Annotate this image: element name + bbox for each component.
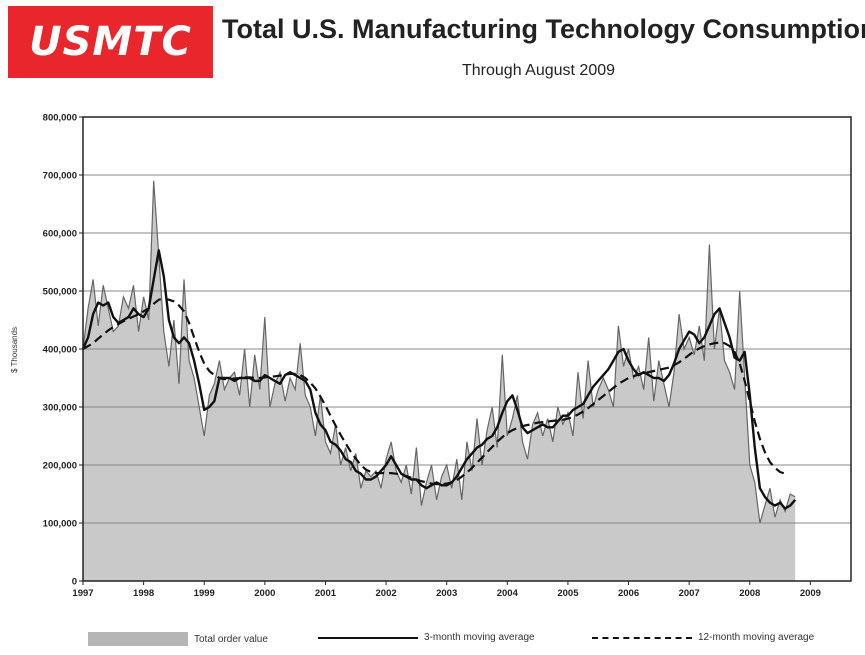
x-tick-label: 2000 <box>254 588 275 599</box>
y-tick-label: 100,000 <box>43 519 77 530</box>
y-tick-label: 800,000 <box>43 113 77 124</box>
y-tick-label: 600,000 <box>43 229 77 240</box>
series-3-month-moving-average <box>81 249 797 510</box>
x-tick-label: 2009 <box>800 588 821 599</box>
x-tick-label: 2004 <box>497 588 519 599</box>
legend-swatch-ma3 <box>318 636 418 639</box>
chart-title: Total U.S. Manufacturing Technology Cons… <box>222 14 865 44</box>
legend-label-total: Total order value <box>194 633 268 645</box>
x-tick-label: 2002 <box>376 588 397 599</box>
y-tick-label: 700,000 <box>43 171 77 182</box>
plot-area: 800,000 700,000 600,000 500,000 400,000 300,0… <box>43 113 852 599</box>
usmtc-logo: USMTC <box>8 6 213 78</box>
series-total-order-value-area <box>83 180 796 582</box>
y-tick-label: 400,000 <box>43 345 77 356</box>
x-tick-label: 2008 <box>739 588 760 599</box>
legend-item-total: Total order value <box>88 632 268 646</box>
y-tick-label: 500,000 <box>43 287 77 298</box>
y-tick-label: 200,000 <box>43 461 77 472</box>
plot-frame <box>82 116 852 582</box>
legend: Total order value 3-month moving average… <box>0 632 865 652</box>
chart-svg: 800,000 700,000 600,000 500,000 400,000 300,0… <box>10 113 852 599</box>
x-tick-label: 2005 <box>557 588 579 599</box>
chart-subtitle: Through August 2009 <box>462 62 616 79</box>
legend-label-ma3: 3-month moving average <box>424 632 535 643</box>
x-tick-label: 2001 <box>315 588 337 599</box>
legend-swatch-total <box>88 632 188 646</box>
series-total-order-value-line <box>82 180 796 524</box>
legend-swatch-ma12 <box>592 636 692 639</box>
x-tick-label: 2007 <box>679 588 700 599</box>
x-tick-label: 1999 <box>194 588 215 599</box>
y-tick-label: 0 <box>72 577 77 588</box>
y-axis-label: $ Thousands <box>10 327 19 373</box>
logo-text: USMTC <box>29 19 192 65</box>
x-tick-label: 1997 <box>72 588 93 599</box>
legend-item-ma3: 3-month moving average <box>318 632 535 643</box>
legend-label-ma12: 12-month moving average <box>698 632 815 643</box>
y-tick-label: 300,000 <box>43 403 77 414</box>
legend-item-ma12: 12-month moving average <box>592 632 814 643</box>
x-tick-label: 1998 <box>133 588 154 599</box>
x-tick-label: 2006 <box>618 588 639 599</box>
x-tick-label: 2003 <box>436 588 457 599</box>
